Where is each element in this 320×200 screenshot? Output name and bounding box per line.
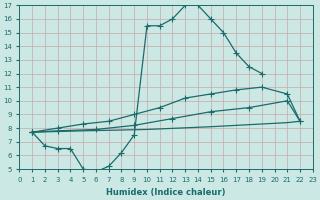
- X-axis label: Humidex (Indice chaleur): Humidex (Indice chaleur): [106, 188, 226, 197]
